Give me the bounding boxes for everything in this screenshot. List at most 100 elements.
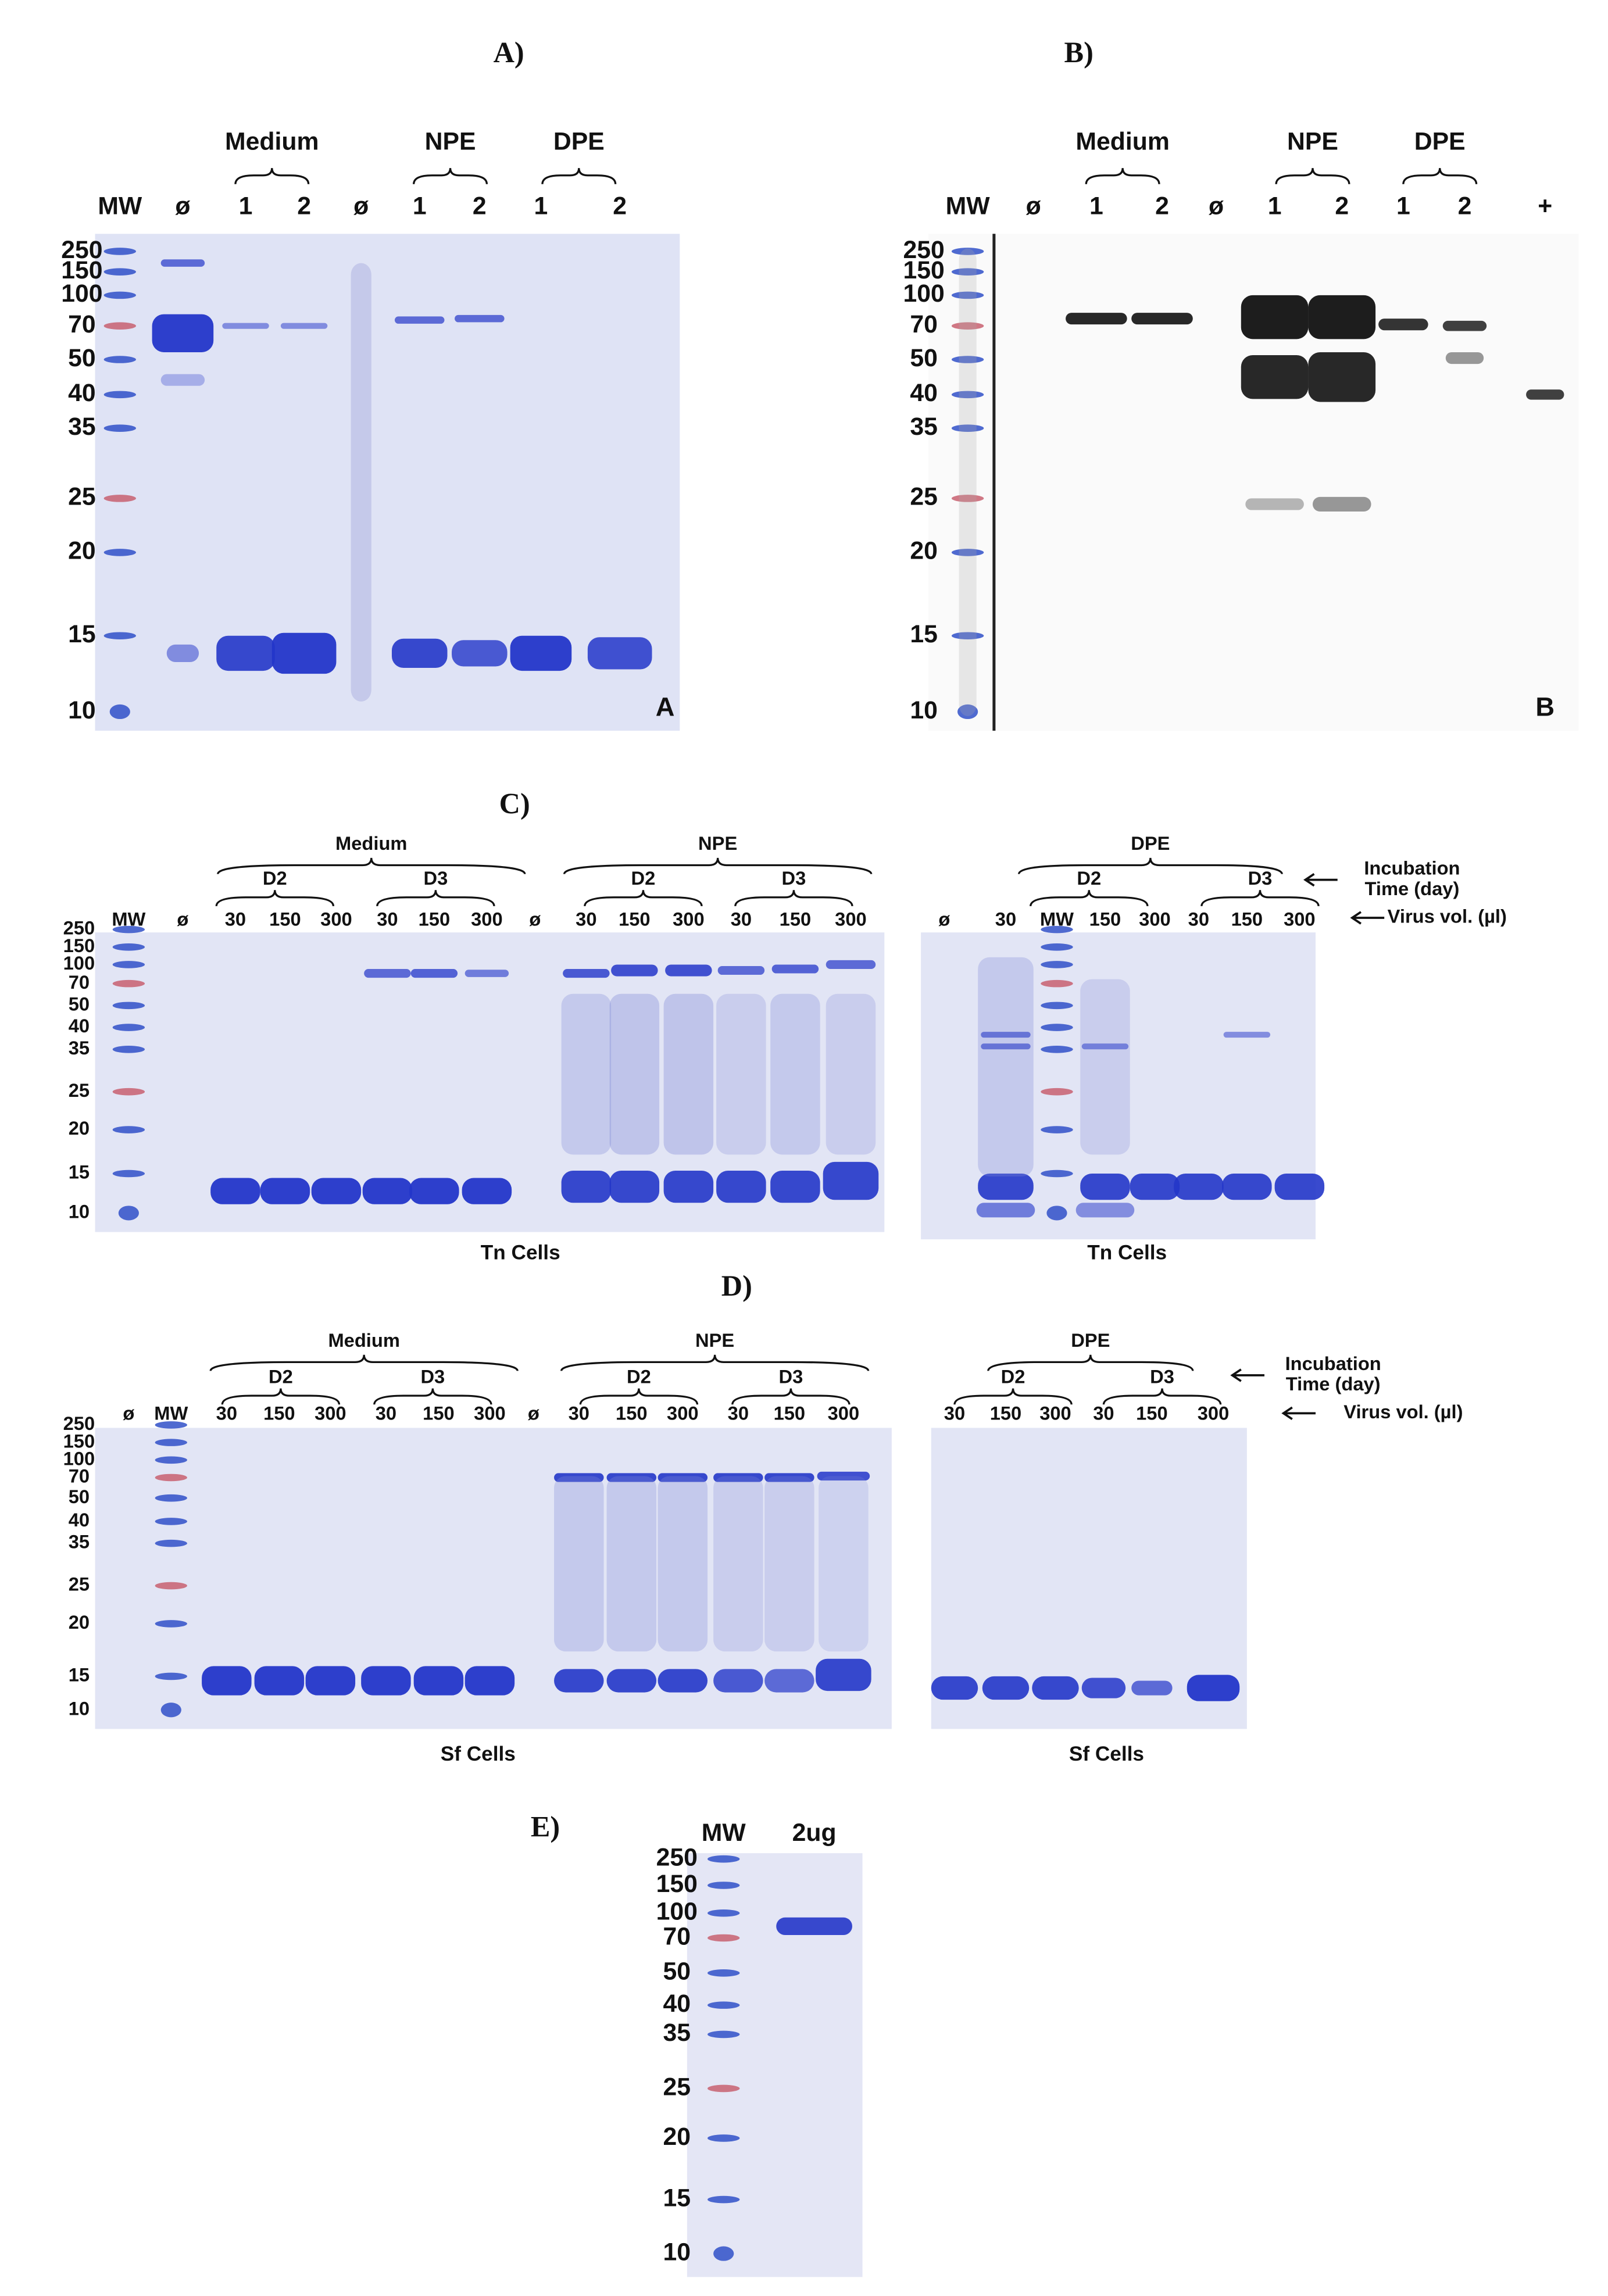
ladder-band: [103, 424, 136, 432]
protein-band: [409, 1178, 459, 1204]
ladder-band: [951, 391, 984, 399]
brace: [734, 890, 853, 907]
protein-band: [606, 1669, 657, 1693]
ladder-band: [707, 1855, 740, 1863]
ladder-band: [109, 704, 130, 720]
marker-label: 20: [68, 537, 96, 565]
marker-label: 25: [910, 483, 938, 511]
ladder-band: [951, 268, 984, 276]
lane-label: MW: [702, 1819, 746, 1847]
ladder-band: [1041, 1002, 1073, 1010]
marker-label: 50: [68, 344, 96, 372]
lane-label: 150: [423, 1402, 455, 1424]
subgroup-label: D2: [269, 1366, 293, 1387]
group-label: DPE: [553, 128, 605, 156]
ladder-band: [951, 549, 984, 556]
marker-label: 40: [69, 1509, 90, 1530]
protein-band: [770, 993, 820, 1155]
protein-band: [563, 968, 610, 978]
marker-label: 15: [910, 620, 938, 648]
marker-label: 70: [69, 971, 90, 993]
ladder-band: [1041, 1170, 1073, 1178]
lane-label: 30: [576, 909, 596, 930]
lane-label: ø: [353, 192, 369, 220]
ladder-band: [707, 2134, 740, 2142]
lane-label: 30: [995, 909, 1016, 930]
ladder-band: [1041, 1088, 1073, 1096]
marker-label: 40: [69, 1015, 90, 1036]
lane-label: 30: [569, 1402, 589, 1424]
lane-label: ø: [528, 1402, 539, 1424]
ladder-band: [707, 1934, 740, 1942]
marker-label: 250: [903, 236, 945, 264]
protein-band: [455, 314, 505, 323]
ladder-band: [707, 2030, 740, 2038]
protein-band: [776, 1917, 852, 1935]
protein-band: [978, 1174, 1034, 1200]
marker-label: 35: [663, 2019, 691, 2047]
marker-label: 50: [69, 993, 90, 1014]
lane-label: 150: [263, 1402, 295, 1424]
marker-label: 250: [61, 236, 102, 264]
ladder-band: [155, 1474, 187, 1482]
brace: [579, 1388, 699, 1405]
subgroup-label: D2: [263, 867, 287, 889]
lane-label: 300: [315, 1402, 346, 1424]
ladder-band: [951, 424, 984, 432]
panel-label: E): [531, 1810, 560, 1843]
lane-label: 150: [1231, 909, 1263, 930]
ladder-band: [707, 1909, 740, 1917]
protein-band: [1241, 295, 1309, 339]
panel-label: D): [721, 1269, 752, 1302]
brace: [560, 1354, 870, 1371]
panel-label: B): [1064, 36, 1094, 69]
subgroup-label: D3: [420, 1366, 445, 1387]
subgroup-label: D3: [1248, 867, 1273, 889]
group-label: DPE: [1071, 1329, 1110, 1351]
lane-label: ø: [1209, 192, 1224, 220]
marker-label: 35: [910, 413, 938, 441]
ladder-band: [155, 1539, 187, 1547]
lane-label: ø: [529, 909, 541, 930]
subgroup-label: D3: [782, 867, 806, 889]
lane-label: ø: [938, 909, 950, 930]
marker-label: 250: [63, 1412, 95, 1434]
protein-band: [1241, 355, 1309, 399]
protein-band: [1081, 1678, 1126, 1698]
lane-label: 30: [731, 909, 752, 930]
protein-band: [609, 1170, 660, 1203]
arrow: [1281, 1406, 1316, 1420]
protein-band: [1445, 352, 1484, 364]
marker-label: 50: [69, 1486, 90, 1507]
lane-label: MW: [154, 1402, 188, 1424]
protein-band: [1223, 1032, 1271, 1038]
marker-label: 25: [69, 1079, 90, 1101]
lane-label: MW: [98, 192, 142, 220]
protein-band: [716, 1170, 766, 1203]
ladder-band: [155, 1620, 187, 1628]
ladder-band: [1041, 1024, 1073, 1031]
protein-band: [771, 964, 819, 974]
protein-band: [271, 632, 337, 674]
ladder-band: [103, 291, 136, 299]
ladder-band: [1041, 925, 1073, 934]
protein-band: [254, 1666, 305, 1696]
lane-label: 300: [1039, 1402, 1071, 1424]
protein-band: [1308, 295, 1376, 339]
lane-label: 300: [667, 1402, 699, 1424]
brace: [1017, 857, 1283, 875]
lane-label: ø: [123, 1402, 134, 1424]
protein-band: [561, 993, 612, 1155]
protein-band: [713, 1669, 763, 1693]
ladder-band: [707, 1969, 740, 1977]
marker-label: 20: [663, 2123, 691, 2151]
brace: [373, 1388, 492, 1405]
ladder-band: [112, 1002, 145, 1010]
marker-label: 100: [63, 1447, 95, 1469]
protein-band: [819, 1476, 869, 1652]
gel-caption: Tn Cells: [481, 1242, 560, 1264]
protein-band: [210, 1178, 260, 1204]
annotation: Time (day): [1286, 1373, 1381, 1394]
protein-band: [1378, 319, 1428, 331]
marker-label: 40: [663, 1990, 691, 2018]
